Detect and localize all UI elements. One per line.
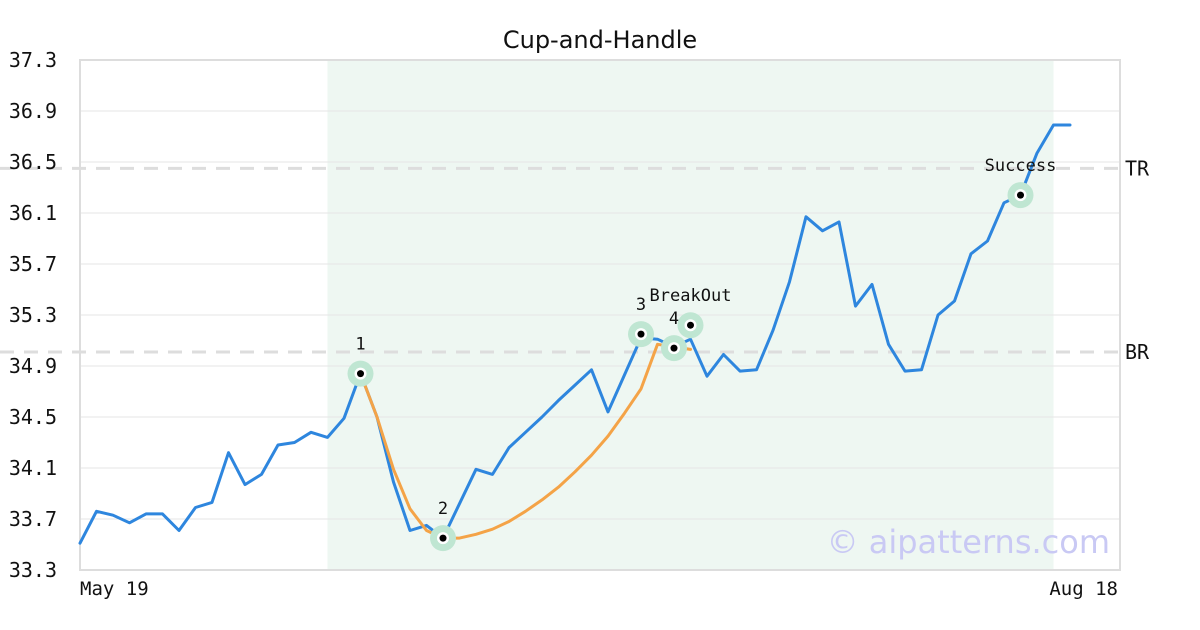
marker-dot	[637, 330, 645, 338]
y-tick-label: 34.1	[9, 456, 57, 480]
marker-dot	[1017, 191, 1024, 199]
y-tick-label: 35.7	[9, 252, 57, 276]
x-axis-ticks: May 19 Aug 18	[80, 578, 1118, 600]
y-tick-label: 36.5	[9, 150, 57, 174]
level-label: BR	[1125, 340, 1150, 364]
x-tick-label: May 19	[80, 578, 149, 600]
price-line	[78, 123, 1072, 545]
annotation-label: 2	[438, 499, 448, 519]
series-lines	[78, 123, 1072, 545]
annotation-label: Success	[985, 156, 1057, 176]
marker-dot	[357, 370, 364, 378]
marker-dot	[687, 321, 694, 329]
level-label: TR	[1125, 156, 1150, 180]
y-tick-label: 34.9	[9, 354, 57, 378]
plot-frame	[79, 59, 1121, 571]
y-tick-label: 35.3	[9, 303, 57, 327]
pattern-markers: 1 2 3 4 BreakOut Success	[347, 156, 1057, 552]
marker-dot	[670, 344, 678, 352]
annotation-label: 1	[355, 335, 365, 355]
annotation-label: 4	[669, 309, 679, 329]
marker-dot	[439, 534, 447, 542]
y-tick-label: 36.9	[9, 99, 57, 123]
y-tick-label: 37.3	[9, 48, 57, 72]
y-tick-label: 34.5	[9, 405, 57, 429]
level-lines: TR BR	[0, 156, 1150, 364]
watermark: © aipatterns.com	[827, 523, 1110, 561]
x-tick-label: Aug 18	[1049, 578, 1118, 600]
chart-title: Cup-and-Handle	[503, 26, 697, 54]
y-axis-ticks: 33.3 33.7 34.1 34.5 34.9 35.3 35.7 36.1 36.5 36.9…	[9, 48, 57, 582]
y-tick-label: 33.3	[9, 558, 57, 582]
annotation-label: BreakOut	[650, 286, 732, 306]
y-tick-label: 33.7	[9, 507, 57, 531]
annotation-label: 3	[636, 295, 646, 315]
y-tick-label: 36.1	[9, 201, 57, 225]
pattern-curve	[359, 342, 692, 540]
